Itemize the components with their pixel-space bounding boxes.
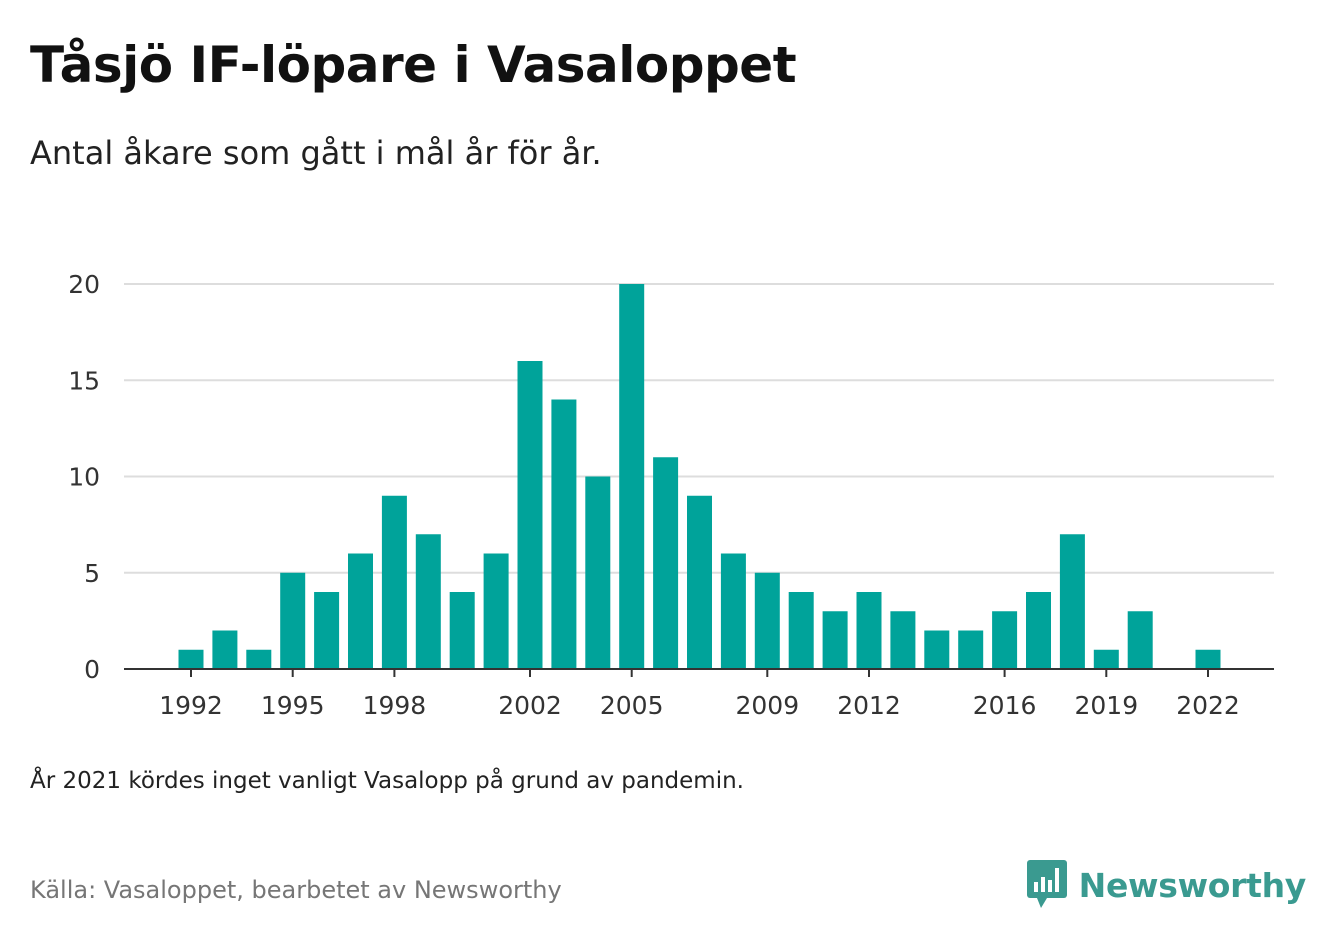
bar-1996 xyxy=(314,592,340,669)
bar-2022 xyxy=(1195,649,1221,669)
x-tick-label-2019: 2019 xyxy=(1074,691,1138,720)
bar-1994 xyxy=(246,649,272,669)
source-text: Källa: Vasaloppet, bearbetet av Newswort… xyxy=(30,876,562,904)
bar-1998 xyxy=(381,495,407,669)
bar-1992 xyxy=(178,649,204,669)
bar-1999 xyxy=(415,534,441,669)
bar-2004 xyxy=(585,476,611,669)
bar-2012 xyxy=(856,592,882,669)
x-tick-label-1998: 1998 xyxy=(363,691,427,720)
bar-2008 xyxy=(720,553,746,669)
bar-2000 xyxy=(449,592,475,669)
bar-2001 xyxy=(483,553,509,669)
x-tick-label-1992: 1992 xyxy=(159,691,223,720)
y-tick-label-5: 5 xyxy=(84,559,100,588)
bar-1993 xyxy=(212,630,238,669)
bar-2005 xyxy=(619,284,645,669)
bar-2013 xyxy=(890,611,916,669)
newsworthy-logo: Newsworthy xyxy=(1026,860,1307,910)
x-tick-label-2016: 2016 xyxy=(973,691,1037,720)
bar-2002 xyxy=(517,361,543,669)
x-tick-label-2022: 2022 xyxy=(1176,691,1240,720)
bar-1997 xyxy=(348,553,373,669)
chart-title: Tåsjö IF-löpare i Vasaloppet xyxy=(30,36,797,94)
bar-2009 xyxy=(754,572,780,669)
bar-chart: 0 5 10 15 20 1992 1995 1998 2002 2005 2009 2012 2016… xyxy=(68,270,1274,720)
x-tick-label-1995: 1995 xyxy=(261,691,325,720)
tick-labels: 0 5 10 15 20 1992 1995 1998 2002 2005 2009 2012 2016… xyxy=(68,270,1240,720)
bar-2007 xyxy=(687,495,712,669)
bar-2017 xyxy=(1026,592,1051,669)
y-tick-label-20: 20 xyxy=(68,270,100,299)
x-tick-label-2012: 2012 xyxy=(837,691,901,720)
bar-2018 xyxy=(1059,534,1085,669)
x-tick-label-2005: 2005 xyxy=(600,691,664,720)
y-tick-label-0: 0 xyxy=(84,655,100,684)
bars xyxy=(178,284,1221,669)
bar-2019 xyxy=(1093,649,1119,669)
brand-name: Newsworthy xyxy=(1078,865,1307,905)
bar-1995 xyxy=(280,572,306,669)
y-tick-label-10: 10 xyxy=(68,463,100,492)
bar-2016 xyxy=(992,611,1018,669)
bar-2010 xyxy=(788,592,814,669)
x-tick-label-2009: 2009 xyxy=(735,691,799,720)
chart-subtitle: Antal åkare som gått i mål år för år. xyxy=(30,134,602,172)
bar-2011 xyxy=(822,611,848,669)
bar-2006 xyxy=(653,457,679,669)
x-tick-label-2002: 2002 xyxy=(498,691,562,720)
bar-2020 xyxy=(1127,611,1153,669)
bar-2015 xyxy=(958,630,984,669)
bar-2003 xyxy=(551,399,577,669)
x-axis xyxy=(124,668,1274,677)
y-tick-label-15: 15 xyxy=(68,366,100,395)
newsworthy-chart-icon xyxy=(1026,860,1067,908)
bar-2014 xyxy=(924,630,950,669)
footnote: År 2021 kördes inget vanligt Vasalopp på… xyxy=(30,768,744,794)
